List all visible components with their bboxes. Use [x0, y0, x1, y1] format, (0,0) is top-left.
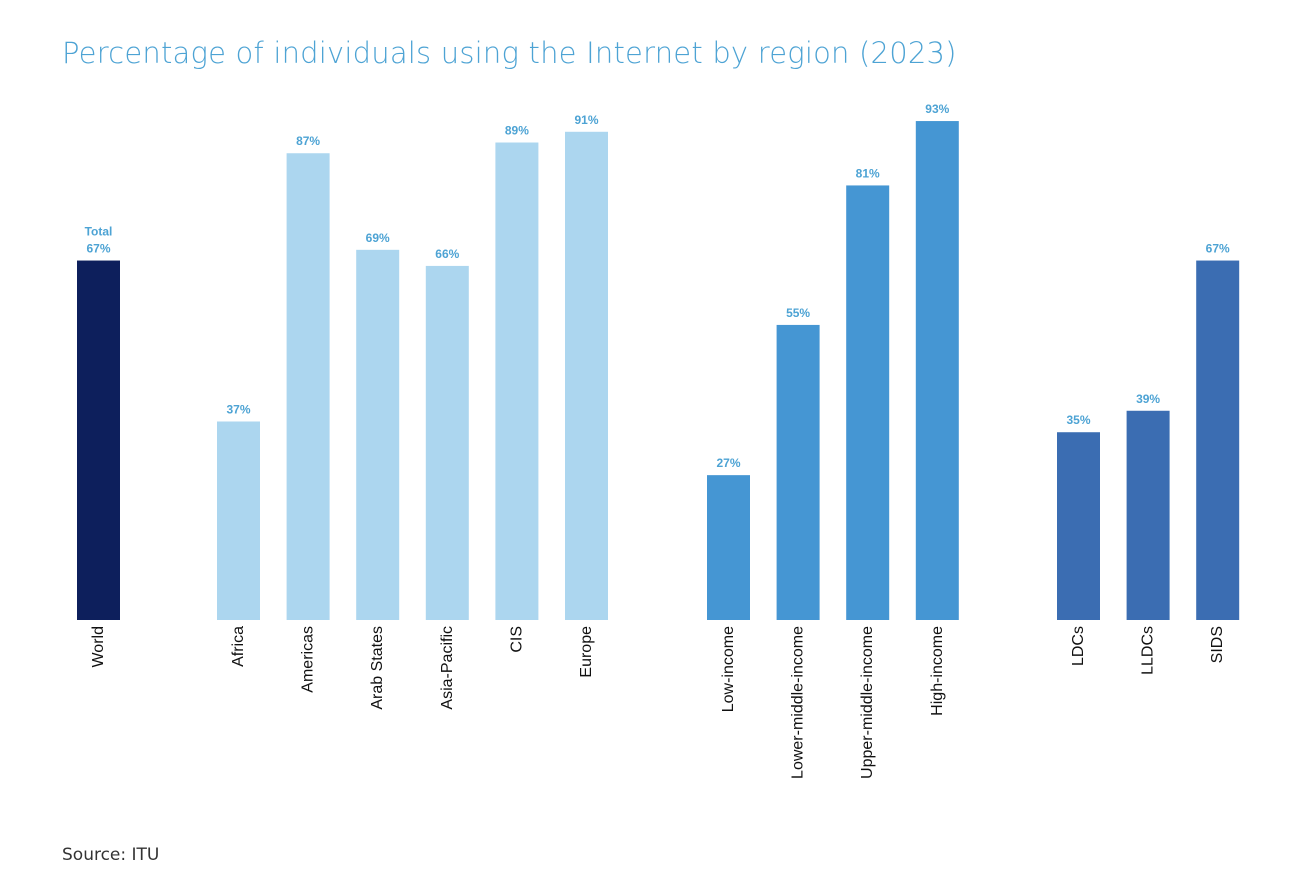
tick-label-upper-middle-income: Upper-middle-income — [859, 626, 876, 779]
bar-lower-middle-income — [776, 324, 820, 620]
bar-cis — [495, 142, 539, 620]
tick-label-high-income: High-income — [929, 626, 946, 716]
data-label-europe: 91% — [574, 113, 598, 127]
bar-sids — [1196, 260, 1240, 620]
source-note: Source: ITU — [62, 845, 160, 865]
tick-label-world: World — [90, 626, 107, 668]
tick-label-low-income: Low-income — [720, 626, 737, 712]
bar-high-income — [915, 121, 959, 621]
bar-lldcs — [1126, 410, 1170, 620]
data-label-upper-middle-income: 81% — [856, 166, 880, 180]
data-label-ldcs: 35% — [1066, 413, 1090, 427]
total-label: Total — [85, 225, 113, 239]
data-label-americas: 87% — [296, 134, 320, 148]
bar-arab-states — [356, 249, 400, 620]
tick-label-sids: SIDS — [1209, 626, 1226, 663]
tick-label-lldcs: LLDCs — [1140, 626, 1157, 675]
bar-europe — [565, 131, 608, 620]
bar-asia-pacific — [425, 265, 469, 620]
bar-americas — [286, 153, 330, 620]
bar-africa — [217, 421, 260, 620]
bar-world — [77, 260, 120, 620]
tick-label-cis: CIS — [508, 626, 525, 653]
data-label-asia-pacific: 66% — [435, 247, 459, 261]
tick-label-arab-states: Arab States — [369, 626, 386, 710]
data-label-lower-middle-income: 55% — [786, 306, 810, 320]
tick-label-americas: Americas — [300, 626, 317, 693]
tick-label-asia-pacific: Asia-Pacific — [439, 626, 456, 710]
data-label-world: 67% — [86, 242, 110, 256]
tick-label-ldcs: LDCs — [1070, 626, 1087, 666]
tick-label-europe: Europe — [578, 626, 595, 678]
data-label-africa: 37% — [226, 402, 250, 416]
bar-ldcs — [1057, 432, 1100, 620]
bar-low-income — [707, 475, 750, 620]
data-label-lldcs: 39% — [1136, 392, 1160, 406]
chart-title: Percentage of individuals using the Inte… — [62, 36, 957, 70]
data-label-low-income: 27% — [716, 456, 740, 470]
data-label-arab-states: 69% — [366, 231, 390, 245]
data-label-sids: 67% — [1206, 242, 1230, 256]
tick-label-lower-middle-income: Lower-middle-income — [790, 626, 807, 779]
data-label-cis: 89% — [505, 124, 529, 138]
data-label-high-income: 93% — [925, 102, 949, 116]
tick-label-africa: Africa — [230, 626, 247, 667]
bar-upper-middle-income — [846, 185, 890, 620]
